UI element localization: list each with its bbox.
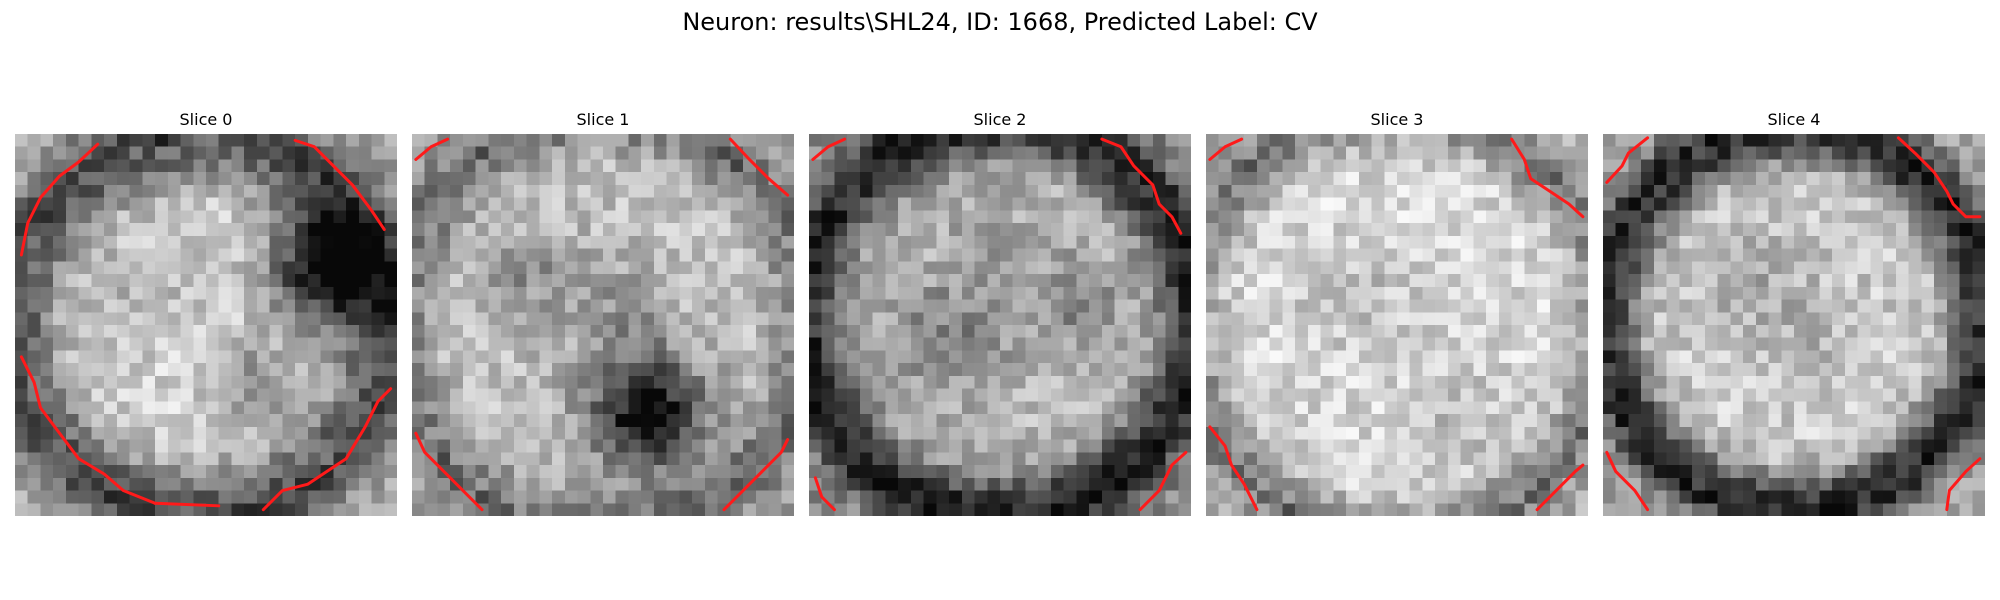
contour-line [1537, 465, 1583, 510]
contour-line [1102, 139, 1181, 233]
slice-title: Slice 0 [179, 110, 233, 129]
contour-line [1140, 452, 1186, 509]
contour-line [1898, 138, 1979, 217]
slice-title: Slice 2 [973, 110, 1027, 129]
contour-line [815, 478, 834, 510]
contour-line [730, 139, 787, 195]
contour-line [416, 139, 448, 159]
contour-line [416, 433, 482, 509]
slice-image [809, 134, 1191, 516]
slice-image [15, 134, 397, 516]
pixel-grid [1206, 134, 1588, 516]
pixel-grid [15, 134, 397, 516]
contour-line [295, 140, 384, 229]
contour-line [724, 440, 788, 510]
slice-title: Slice 1 [576, 110, 630, 129]
contour-line [263, 389, 390, 510]
slice-title: Slice 3 [1370, 110, 1424, 129]
contour-line [1607, 452, 1648, 509]
contour-line [1947, 459, 1980, 510]
contour-line [1210, 427, 1257, 510]
contour-line [1210, 139, 1242, 159]
contour-line [21, 144, 97, 255]
figure-title: Neuron: results\SHL24, ID: 1668, Predict… [682, 8, 1318, 36]
pixel-grid [1603, 134, 1985, 516]
contour-line [21, 357, 155, 503]
slice-title: Slice 4 [1767, 110, 1821, 129]
contour-line [1607, 138, 1648, 183]
contour-line [1512, 139, 1583, 217]
slice-image [1206, 134, 1588, 516]
pixel-grid [809, 134, 1191, 516]
slice-image [412, 134, 794, 516]
contour-line [155, 503, 219, 506]
slice-image [1603, 134, 1985, 516]
contour-line [813, 139, 845, 159]
pixel-grid [412, 134, 794, 516]
